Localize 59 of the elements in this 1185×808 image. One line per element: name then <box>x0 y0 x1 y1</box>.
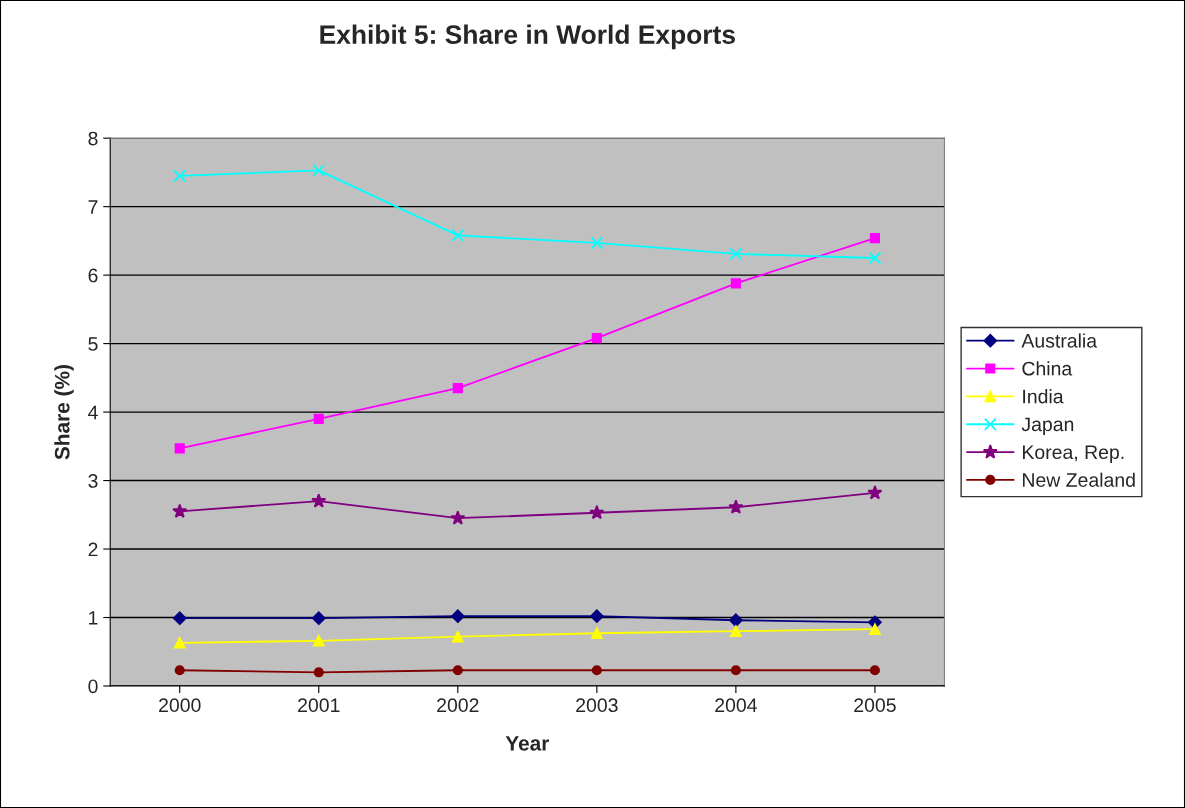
point <box>730 278 741 289</box>
point <box>729 247 743 261</box>
point <box>174 665 185 676</box>
x-tick-label: 2005 <box>854 698 896 713</box>
legend-label: India <box>1023 389 1064 404</box>
point <box>173 169 187 183</box>
legend-label: China <box>1022 361 1073 376</box>
point <box>730 625 742 637</box>
point <box>730 665 741 676</box>
point <box>590 609 604 623</box>
point <box>729 613 743 628</box>
x-tick-label: 2002 <box>437 698 479 713</box>
point <box>313 413 324 424</box>
point <box>174 443 185 454</box>
point <box>591 627 603 640</box>
point <box>312 163 326 177</box>
point <box>173 637 186 649</box>
y-tick-label: 2 <box>88 542 98 557</box>
y-tick-label: 1 <box>89 611 98 625</box>
y-tick-label: 5 <box>88 337 98 351</box>
point <box>452 630 464 643</box>
point <box>591 665 602 676</box>
point <box>313 667 324 678</box>
y-tick-label: 6 <box>88 268 98 283</box>
point <box>867 485 883 500</box>
point <box>172 503 188 518</box>
legend-label: Australia <box>1021 333 1098 348</box>
x-tick-label: 2001 <box>298 698 340 713</box>
legend-label: New Zealand <box>1023 472 1135 487</box>
chart-title: Exhibit 5: Share in World Exports <box>320 24 735 50</box>
y-tick-label: 7 <box>88 200 98 214</box>
y-tick-label: 8 <box>88 131 98 146</box>
point <box>869 665 880 676</box>
point <box>452 665 463 676</box>
point <box>869 233 880 244</box>
legend-label: Korea, Rep. <box>1023 445 1124 463</box>
y-axis-title: Share (%) <box>54 365 74 460</box>
point <box>451 228 465 242</box>
y-tick-label: 4 <box>88 405 98 420</box>
x-axis-title: Year <box>505 736 550 751</box>
point <box>591 333 602 344</box>
point <box>590 236 604 250</box>
point <box>311 611 326 625</box>
point <box>172 611 187 625</box>
x-tick-label: 2004 <box>715 698 757 713</box>
point <box>311 493 327 508</box>
point <box>589 504 605 520</box>
y-tick-label: 0 <box>88 679 98 694</box>
point <box>452 383 463 394</box>
x-tick-label: 2000 <box>159 698 201 713</box>
point <box>728 499 744 514</box>
point <box>450 510 466 525</box>
point <box>869 623 881 635</box>
point <box>312 635 325 647</box>
point <box>451 609 465 623</box>
point <box>868 251 882 265</box>
y-tick-label: 3 <box>88 474 98 488</box>
legend-label: Japan <box>1021 417 1074 436</box>
x-tick-label: 2003 <box>576 698 618 713</box>
